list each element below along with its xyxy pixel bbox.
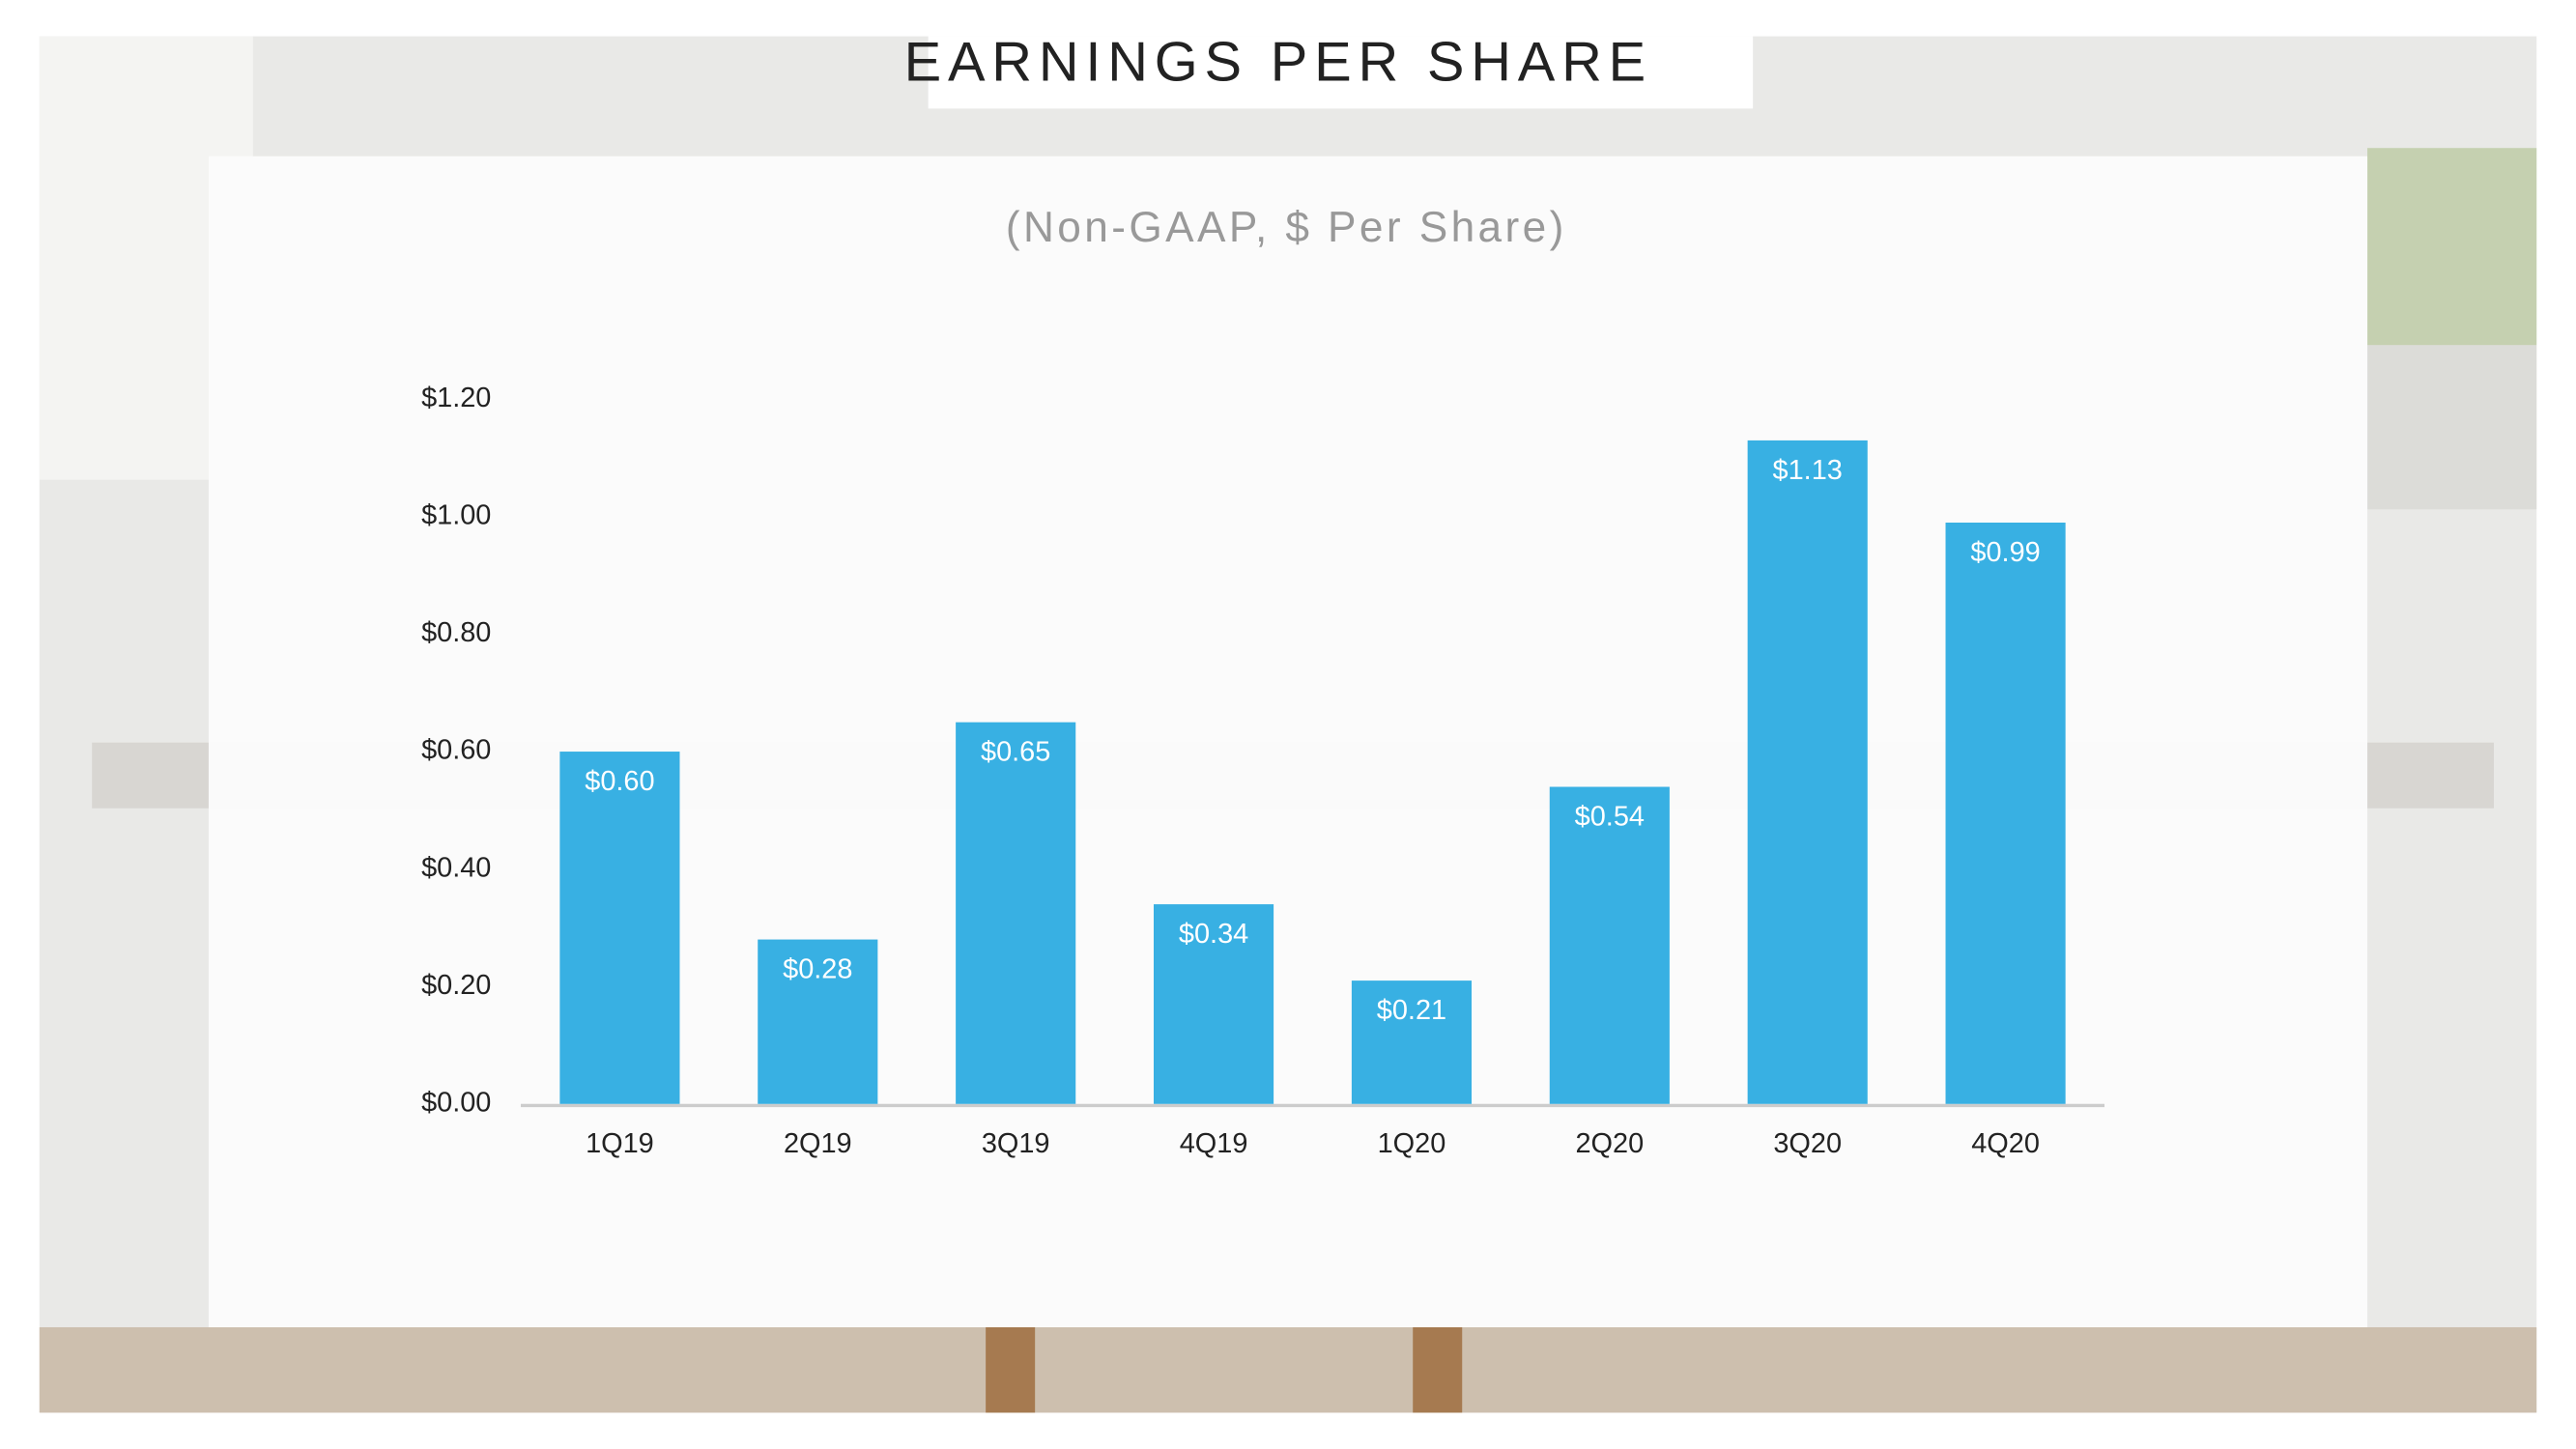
y-tick-label: $0.00 [421,1087,491,1118]
x-tick-label: 3Q20 [1773,1128,1842,1159]
x-tick-label: 1Q19 [586,1128,654,1159]
x-tick-label: 1Q20 [1378,1128,1446,1159]
y-tick-label: $1.00 [421,500,491,531]
x-tick-label: 4Q20 [1971,1128,2040,1159]
y-tick-label: $1.20 [421,383,491,413]
chair-leg [1413,1326,1463,1413]
bar [758,939,878,1104]
value-label: $0.34 [1179,919,1248,950]
x-tick-label: 3Q19 [982,1128,1050,1159]
x-tick-label: 2Q19 [784,1128,852,1159]
y-tick-label: $0.40 [421,852,491,883]
y-tick-label: $0.60 [421,735,491,766]
value-label: $0.28 [783,954,852,985]
value-label: $1.13 [1773,455,1843,486]
bar [1945,522,2066,1104]
chair-leg [986,1326,1036,1413]
y-tick-label: $0.80 [421,617,491,648]
bar [1154,904,1274,1104]
bar [1549,786,1670,1104]
bar [956,722,1076,1104]
floor [39,1326,2537,1413]
title-box [928,36,1754,109]
value-label: $0.21 [1377,995,1446,1026]
plant-pot [2367,345,2537,510]
plant [2367,148,2537,346]
bar [1747,440,1868,1104]
x-tick-label: 4Q19 [1180,1128,1248,1159]
value-label: $0.54 [1575,801,1645,832]
bar [559,752,680,1104]
value-label: $0.99 [1970,537,2040,568]
chart-title: EARNINGS PER SHARE [904,31,1652,93]
y-tick-label: $0.20 [421,970,491,1001]
value-label: $0.60 [585,766,654,797]
chart-subtitle: (Non-GAAP, $ Per Share) [1006,204,1567,251]
x-tick-label: 2Q20 [1575,1128,1644,1159]
bar [1351,980,1473,1104]
value-label: $0.65 [981,737,1050,768]
